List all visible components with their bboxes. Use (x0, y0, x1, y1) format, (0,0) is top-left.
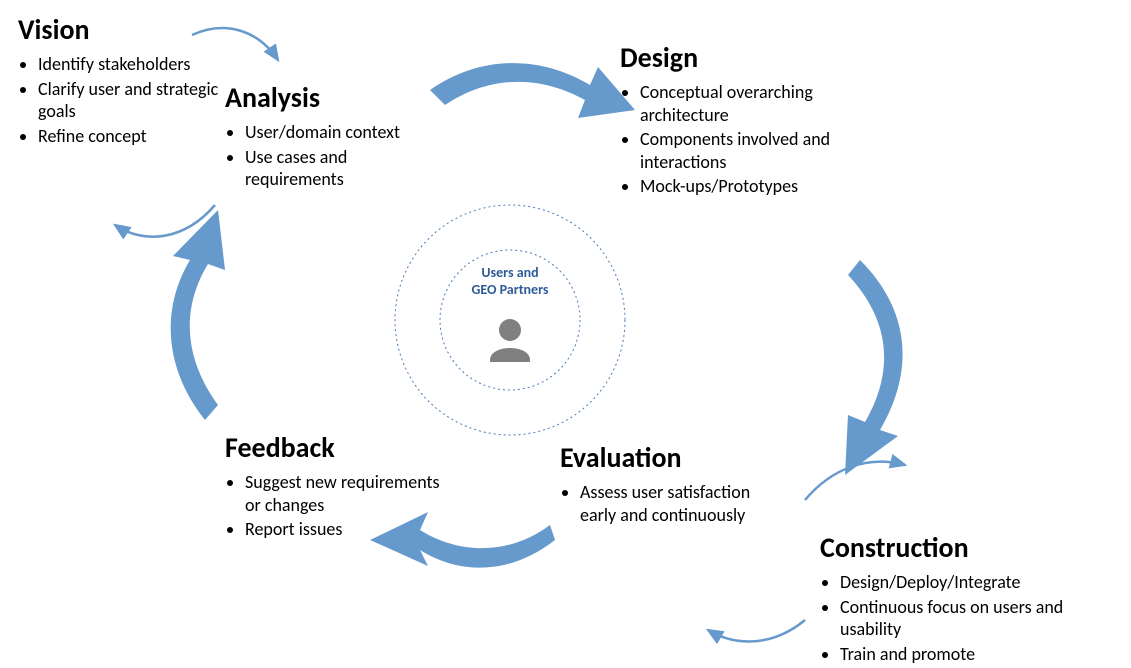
diagram-stage: Users and GEO Partners Vision Identify s… (0, 0, 1131, 668)
construction-bullet: Design/Deploy/Integrate (840, 571, 1120, 594)
analysis-bullet: Use cases and requirements (245, 146, 420, 191)
feedback-bullet: Report issues (245, 518, 445, 541)
feedback-title: Feedback (225, 430, 445, 465)
analysis-title: Analysis (225, 80, 420, 115)
feedback-bullets: Suggest new requirements or changesRepor… (225, 471, 445, 541)
design-bullet: Conceptual overarching architecture (640, 81, 850, 126)
center-label-line1: Users and (481, 264, 538, 281)
feedback-bullet: Suggest new requirements or changes (245, 471, 445, 516)
design-bullet: Mock-ups/Prototypes (640, 175, 850, 198)
user-icon (490, 319, 530, 362)
evaluation-bullets: Assess user satisfaction early and conti… (560, 481, 790, 526)
design-title: Design (620, 40, 850, 75)
analysis-to-design (430, 63, 635, 118)
construction-to-evaluation (708, 620, 805, 641)
evaluation-to-construction (805, 462, 905, 500)
design-bullet: Components involved and interactions (640, 128, 850, 173)
analysis-bullet: User/domain context (245, 121, 420, 144)
outer-circle (395, 205, 625, 435)
stage-vision: Vision Identify stakeholdersClarify user… (18, 12, 228, 149)
construction-bullets: Design/Deploy/IntegrateContinuous focus … (820, 571, 1120, 665)
vision-bullet: Clarify user and strategic goals (38, 78, 228, 123)
feedback-to-analysis (171, 210, 225, 420)
design-to-construction (845, 260, 903, 475)
construction-bullet: Train and promote (840, 643, 1120, 666)
construction-title: Construction (820, 530, 1120, 565)
evaluation-bullet: Assess user satisfaction early and conti… (580, 481, 790, 526)
stage-feedback: Feedback Suggest new requirements or cha… (225, 430, 445, 543)
vision-bullets: Identify stakeholdersClarify user and st… (18, 53, 228, 147)
design-bullets: Conceptual overarching architectureCompo… (620, 81, 850, 198)
vision-title: Vision (18, 12, 228, 47)
center-label-line2: GEO Partners (471, 281, 548, 298)
vision-bullet: Refine concept (38, 125, 228, 148)
stage-construction: Construction Design/Deploy/IntegrateCont… (820, 530, 1120, 667)
analysis-bullets: User/domain contextUse cases and require… (225, 121, 420, 191)
stage-design: Design Conceptual overarching architectu… (620, 40, 850, 200)
analysis-to-vision (115, 205, 215, 237)
evaluation-title: Evaluation (560, 440, 790, 475)
construction-bullet: Continuous focus on users and usability (840, 596, 1120, 641)
stage-analysis: Analysis User/domain contextUse cases an… (225, 80, 420, 193)
stage-evaluation: Evaluation Assess user satisfaction earl… (560, 440, 790, 528)
vision-bullet: Identify stakeholders (38, 53, 228, 76)
center-label: Users and GEO Partners (450, 265, 570, 299)
